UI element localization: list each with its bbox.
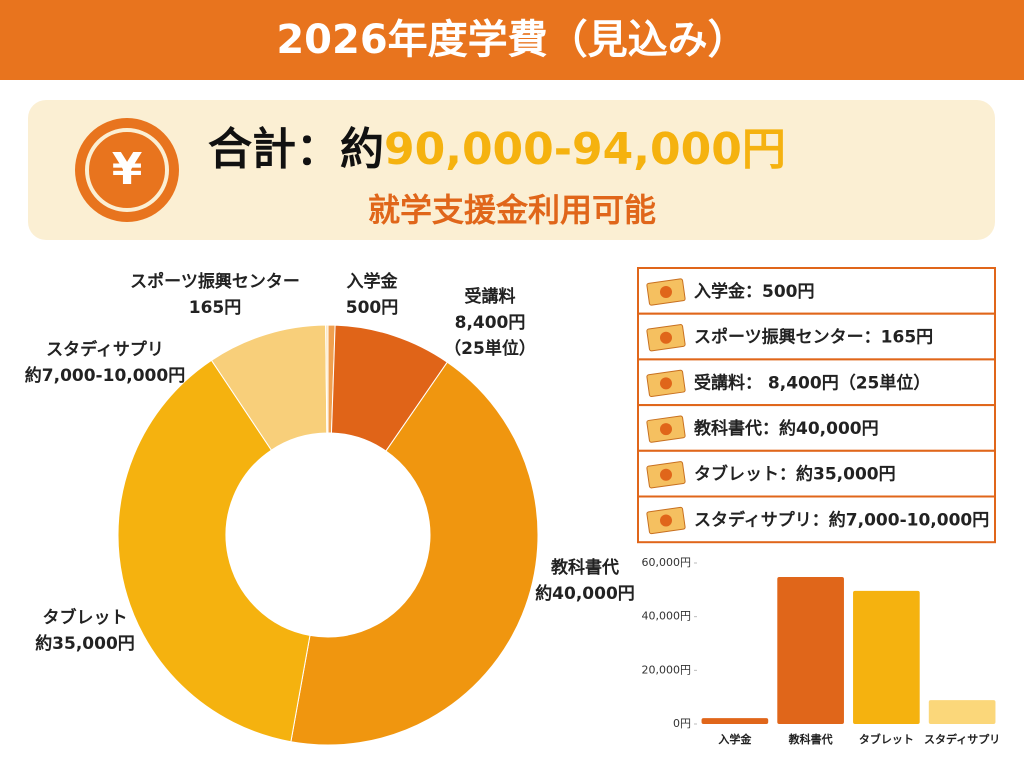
list-row xyxy=(637,312,996,361)
list-item: 入学金：500円 xyxy=(694,281,815,302)
y-tick-label: 60,000円 xyxy=(642,556,692,569)
x-tick-label: 教科書代 xyxy=(788,732,833,746)
title: 2026年度学費（見込み） xyxy=(276,17,747,63)
yen-symbol: ¥ xyxy=(112,144,143,195)
list-row xyxy=(637,267,996,315)
slice-label: 受講料 xyxy=(465,286,516,307)
list-item: 教科書代：約40,000円 xyxy=(693,418,879,439)
slice-label: 入学金 xyxy=(347,271,399,292)
x-tick-label: 入学金 xyxy=(718,732,752,746)
x-tick-label: スタディサプリ xyxy=(924,732,1000,746)
bar xyxy=(777,576,844,724)
bill-coin xyxy=(660,377,672,390)
list-row xyxy=(637,449,996,498)
slice-label: 教科書代 xyxy=(550,557,619,578)
bill-coin xyxy=(660,423,672,436)
total: 合計：約90,000-94,000円 xyxy=(208,124,786,175)
slice-value: 約35,000円 xyxy=(35,633,135,654)
list-row xyxy=(637,404,996,452)
bar xyxy=(701,718,769,724)
yen-icon-ring xyxy=(85,128,169,212)
bill-coin xyxy=(660,468,672,481)
donut-slice xyxy=(325,324,329,434)
slice-label: スタディサプリ xyxy=(46,339,164,360)
summary-box xyxy=(28,100,995,240)
list-item: 受講料： 8,400円（25単位） xyxy=(694,372,930,393)
header-band xyxy=(0,0,1024,80)
list-row xyxy=(637,495,996,544)
slice-value: 165円 xyxy=(189,298,242,318)
total-amount: 90,000-94,000円 xyxy=(384,124,786,175)
list-row xyxy=(637,358,996,407)
slice-note: （25単位） xyxy=(444,338,536,359)
slice-label: スポーツ振興センター xyxy=(130,271,300,292)
y-tick-label: 40,000円 xyxy=(642,610,692,623)
yen-icon xyxy=(75,118,179,222)
list-item: タブレット：約35,000円 xyxy=(694,464,896,485)
slice-value: 500円 xyxy=(346,298,399,318)
list-item: スタディサプリ：約7,000-10,000円 xyxy=(694,509,989,530)
x-tick-label: タブレット xyxy=(859,732,914,746)
slice-value: 約7,000-10,000円 xyxy=(25,365,185,386)
donut-slice xyxy=(290,361,539,746)
summary-note: 就学支援金利用可能 xyxy=(368,191,656,229)
bill-coin xyxy=(660,286,672,298)
total-label: 合計：約 xyxy=(208,124,384,175)
bar xyxy=(853,590,920,724)
donut-slice xyxy=(117,359,311,743)
bill-coin xyxy=(660,331,672,344)
y-tick-label: 0円 xyxy=(673,717,691,730)
list-item: スポーツ振興センター：165円 xyxy=(694,327,933,348)
slice-value: 約40,000円 xyxy=(535,583,635,604)
bill-coin xyxy=(660,514,672,527)
y-tick-label: 20,000円 xyxy=(642,663,692,676)
slice-value: 8,400円 xyxy=(455,313,526,333)
bar xyxy=(928,700,996,724)
slice-label: タブレット xyxy=(43,607,128,628)
